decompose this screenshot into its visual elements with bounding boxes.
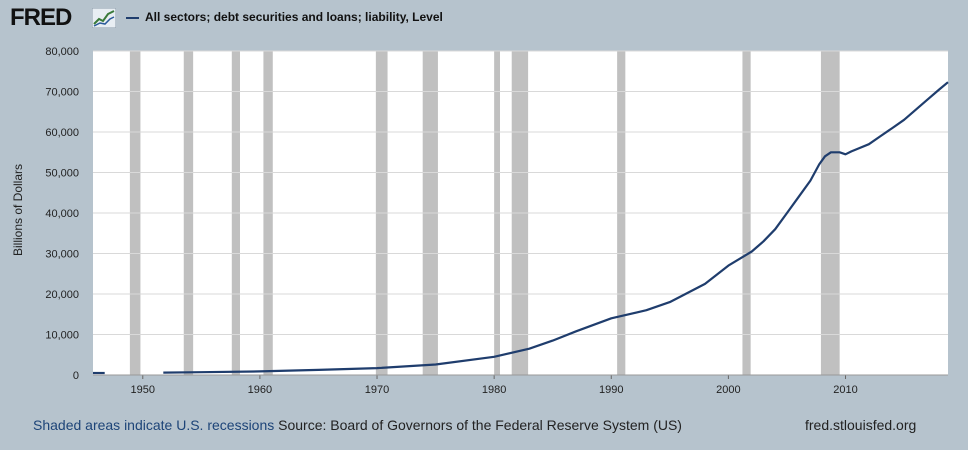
y-tick-label-7: 70,000: [45, 87, 79, 99]
x-tick-label-6: 2010: [833, 384, 857, 396]
legend-label: All sectors; debt securities and loans; …: [145, 10, 443, 24]
x-tick-label-2: 1970: [365, 384, 389, 396]
x-tick-label-3: 1980: [482, 384, 506, 396]
y-axis-label: Billions of Dollars: [11, 164, 25, 256]
legend-swatch: [126, 16, 139, 19]
fred-logo[interactable]: FRED: [10, 4, 72, 31]
chart-header: FRED All sectors; debt securities and lo…: [0, 0, 968, 40]
x-tick-label-1: 1960: [248, 384, 272, 396]
site-link[interactable]: fred.stlouisfed.org: [805, 417, 917, 433]
y-tick-label-0: 0: [73, 370, 79, 382]
footer-notes: Shaded areas indicate U.S. recessions So…: [33, 417, 682, 433]
chart-line-icon: [92, 8, 116, 28]
y-tick-label-5: 50,000: [45, 168, 79, 180]
x-tick-label-5: 2000: [716, 384, 740, 396]
legend: All sectors; debt securities and loans; …: [126, 10, 443, 24]
y-tick-label-3: 30,000: [45, 249, 79, 261]
y-tick-label-2: 20,000: [45, 289, 79, 301]
source-note: Source: Board of Governors of the Federa…: [278, 417, 682, 433]
y-tick-label-6: 60,000: [45, 127, 79, 139]
y-tick-label-1: 10,000: [45, 330, 79, 342]
x-tick-label-0: 1950: [131, 384, 155, 396]
y-tick-label-4: 40,000: [45, 208, 79, 220]
series-line-0-segment-1: [163, 81, 949, 374]
plot-area: 0 10,000 20,000 30,000 40,000 50,000 60,000 70,…: [45, 46, 949, 396]
x-tick-label-4: 1990: [599, 384, 623, 396]
y-tick-label-8: 80,000: [45, 46, 79, 58]
recession-note: Shaded areas indicate U.S. recessions: [33, 417, 275, 433]
